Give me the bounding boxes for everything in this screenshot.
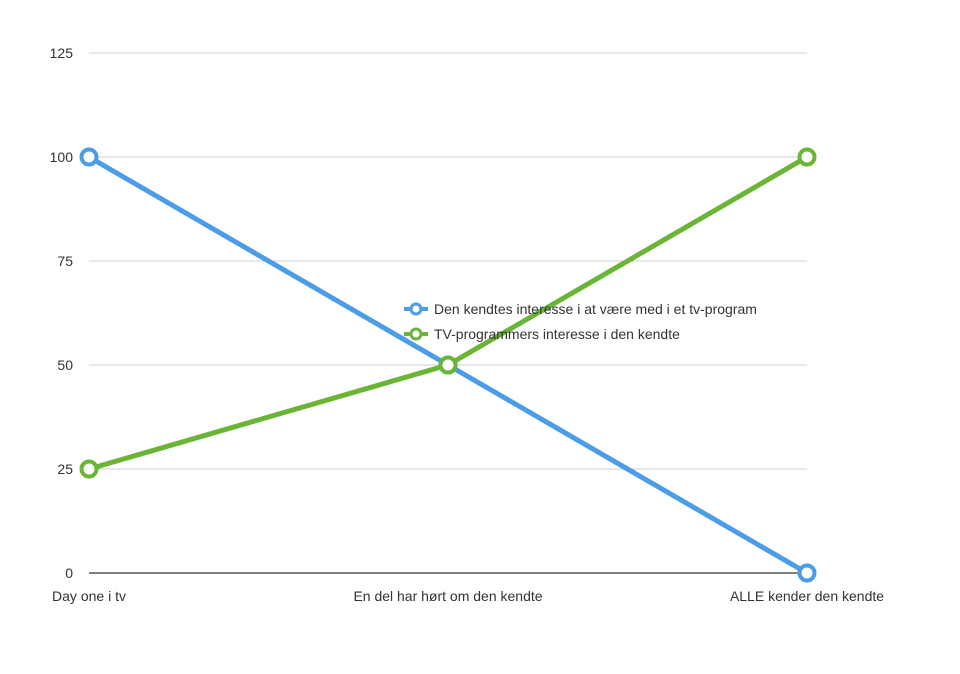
x-tick-label: ALLE kender den kendte	[730, 588, 884, 604]
data-point	[797, 147, 817, 167]
data-point	[79, 147, 99, 167]
legend-swatch-marker	[409, 302, 423, 316]
x-axis: Day one i tv En del har hørt om den kendt…	[52, 572, 884, 604]
legend-label: TV-programmers interesse i den kendte	[434, 326, 680, 342]
legend-label: Den kendtes interesse i at være med i et…	[434, 301, 757, 317]
y-tick-label: 50	[57, 357, 73, 373]
y-tick-label: 100	[50, 149, 74, 165]
x-tick-label: Day one i tv	[52, 588, 126, 604]
data-point	[79, 459, 99, 479]
series-lines	[79, 147, 817, 583]
legend: Den kendtes interesse i at være med i et…	[404, 301, 757, 342]
x-tick-label: En del har hørt om den kendte	[353, 588, 542, 604]
data-point	[797, 563, 817, 583]
y-tick-label: 0	[65, 565, 73, 581]
y-tick-label: 25	[57, 461, 73, 477]
data-point	[438, 355, 458, 375]
y-tick-label: 125	[50, 45, 74, 61]
y-tick-label: 75	[57, 253, 73, 269]
gridlines	[89, 52, 807, 470]
y-axis-ticks: 0 25 50 75 100 125	[50, 45, 74, 581]
legend-swatch-marker	[409, 327, 423, 341]
